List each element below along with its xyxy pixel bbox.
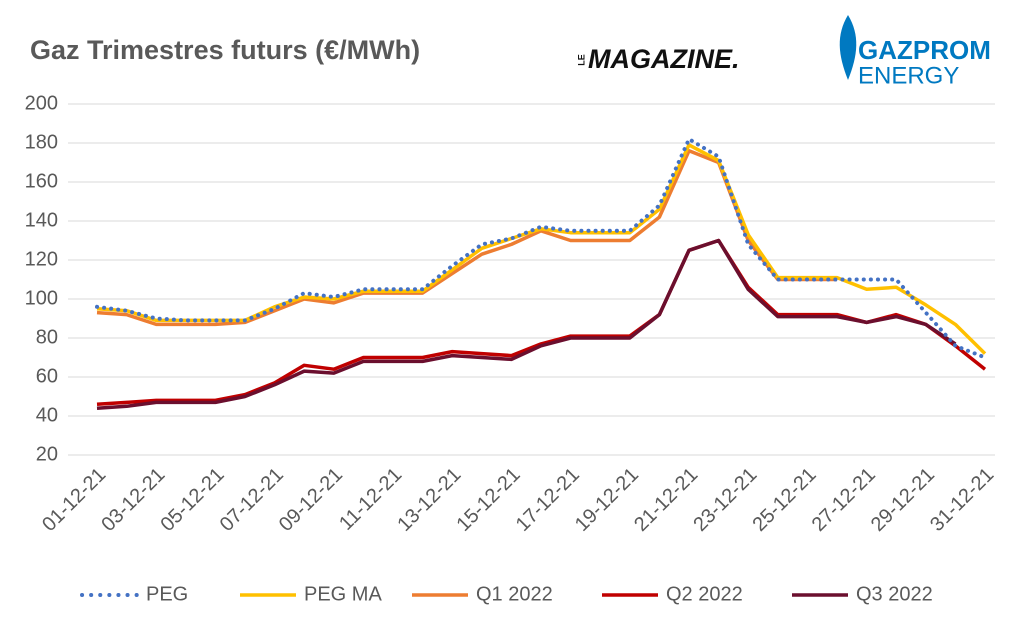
logo-text: LE xyxy=(576,54,586,66)
legend-label: Q2 2022 xyxy=(666,583,743,605)
series-line xyxy=(96,238,957,410)
legend-label: Q1 2022 xyxy=(476,583,553,605)
y-tick-label: 100 xyxy=(25,287,58,309)
y-tick-label: 80 xyxy=(36,326,58,348)
series-line xyxy=(96,238,987,407)
y-tick-label: 180 xyxy=(25,131,58,153)
y-tick-label: 20 xyxy=(36,443,58,465)
y-tick-label: 200 xyxy=(25,92,58,114)
y-tick-label: 140 xyxy=(25,209,58,231)
logo-text: MAGAZINE. xyxy=(588,44,740,74)
y-tick-label: 60 xyxy=(36,365,58,387)
y-tick-label: 160 xyxy=(25,170,58,192)
legend-label: PEG MA xyxy=(304,583,382,605)
y-tick-label: 120 xyxy=(25,248,58,270)
logo-text: GAZPROM xyxy=(858,35,991,65)
y-tick-label: 40 xyxy=(36,404,58,426)
legend-label: Q3 2022 xyxy=(856,583,933,605)
logo-flame xyxy=(839,15,857,80)
legend-label: PEG xyxy=(146,583,188,605)
chart-title: Gaz Trimestres futurs (€/MWh) xyxy=(30,35,420,65)
series-line xyxy=(96,149,837,327)
logo-text: ENERGY xyxy=(858,62,959,89)
logo-magazine: LE MAGAZINE. xyxy=(576,44,739,74)
logo-gazprom: GAZPROM ENERGY xyxy=(839,15,991,89)
series-line xyxy=(95,137,987,360)
